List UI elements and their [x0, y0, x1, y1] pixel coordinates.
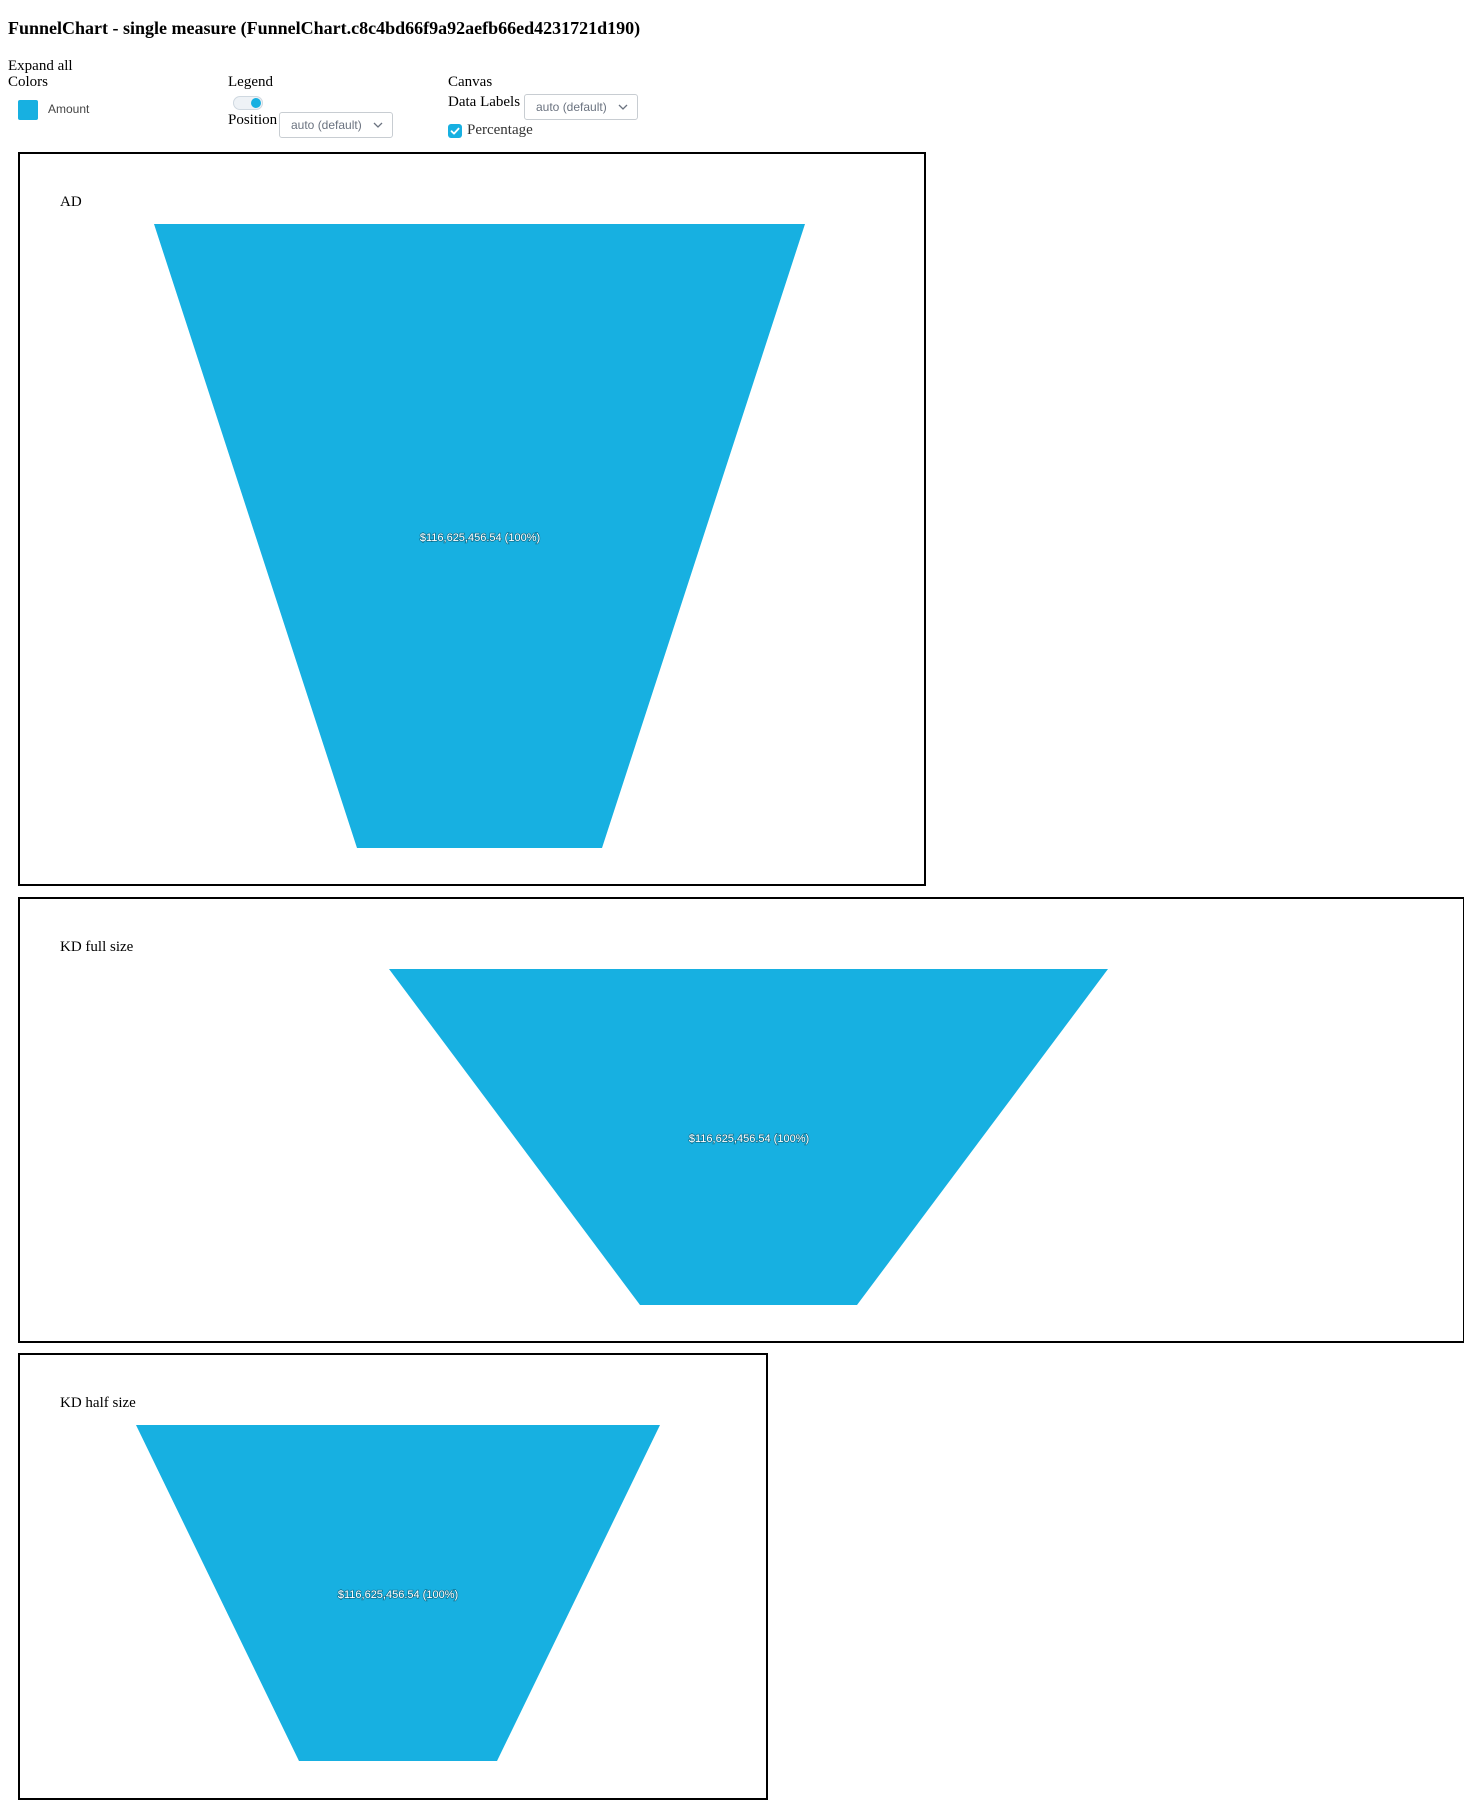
percentage-checkbox[interactable]: [448, 124, 462, 138]
legend-toggle[interactable]: [233, 96, 263, 110]
percentage-label: Percentage: [467, 122, 533, 138]
chart-container-kd-full: KD full size $116,625,456.54 (100%): [18, 897, 1464, 1343]
funnel-data-label: $116,625,456.54 (100%): [338, 1589, 458, 1601]
chevron-down-icon: [373, 122, 383, 128]
funnel-segment-amount[interactable]: [154, 224, 805, 848]
chevron-down-icon: [618, 104, 628, 110]
legend-position-select[interactable]: auto (default): [279, 112, 393, 138]
chart-title: KD half size: [60, 1395, 136, 1411]
legend-position-value: auto (default): [291, 118, 362, 132]
funnel-segment-amount[interactable]: [136, 1425, 660, 1761]
data-labels-value: auto (default): [536, 100, 607, 114]
toggle-knob: [251, 98, 261, 108]
checkmark-icon: [450, 127, 460, 135]
colors-heading: Colors: [8, 74, 49, 90]
data-labels-label: Data Labels: [448, 94, 521, 110]
chart-container-kd-half: KD half size $116,625,456.54 (100%): [18, 1353, 768, 1800]
chart-title: KD full size: [60, 939, 134, 955]
canvas-heading: Canvas: [448, 74, 493, 90]
legend-position-label: Position: [228, 112, 278, 128]
funnel-data-label: $116,625,456.54 (100%): [420, 532, 540, 544]
chart-container-ad: AD $116,625,456.54 (100%): [18, 152, 926, 886]
data-labels-select[interactable]: auto (default): [524, 94, 638, 120]
color-label-amount: Amount: [48, 102, 90, 116]
legend-heading: Legend: [228, 74, 273, 90]
expand-all-link[interactable]: Expand all: [8, 58, 73, 74]
color-swatch-amount[interactable]: [18, 100, 38, 120]
funnel-chart: $116,625,456.54 (100%): [154, 224, 805, 848]
funnel-segment-amount[interactable]: [389, 969, 1108, 1305]
funnel-chart: $116,625,456.54 (100%): [389, 969, 1108, 1305]
page-title: FunnelChart - single measure (FunnelChar…: [8, 18, 641, 38]
chart-title: AD: [60, 194, 82, 210]
funnel-chart: $116,625,456.54 (100%): [136, 1425, 660, 1761]
funnel-data-label: $116,625,456.54 (100%): [689, 1133, 809, 1145]
